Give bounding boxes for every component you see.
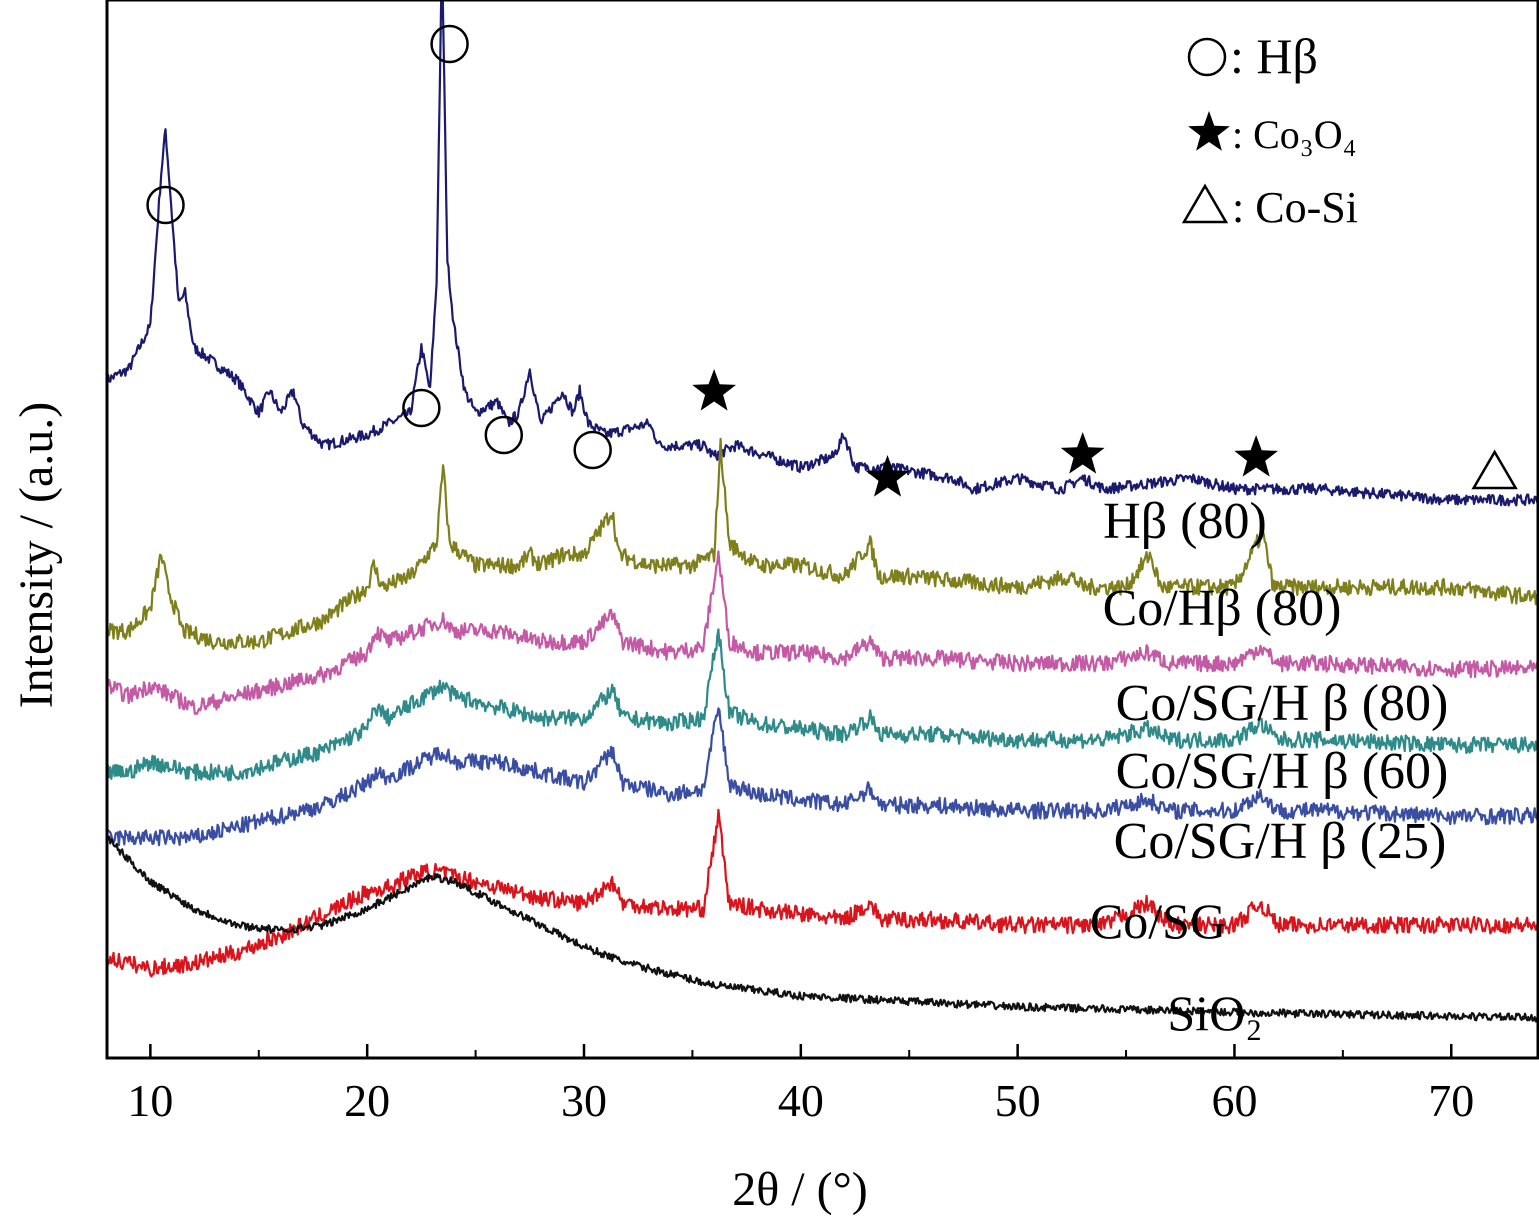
peak-marker-triangle-icon xyxy=(1471,449,1518,490)
x-tick-label: 70 xyxy=(1428,1075,1474,1126)
peak-marker-star-icon xyxy=(1234,435,1278,477)
peak-marker-circle-icon xyxy=(146,185,185,225)
x-tick-label: 10 xyxy=(127,1075,173,1126)
series-line-5 xyxy=(105,808,1539,978)
x-tick-label: 60 xyxy=(1211,1075,1257,1126)
peak-marker-circle-icon xyxy=(402,388,441,428)
x-axis: 10 20 30 40 50 60 70 xyxy=(127,1044,1474,1126)
y-axis-label: Intensity / (a.u.) xyxy=(10,402,63,709)
curve-label-2: Co/SG/H β (80) xyxy=(1116,675,1449,732)
peak-marker-layer xyxy=(146,24,1518,497)
legend-star-icon xyxy=(1188,111,1230,151)
series-layer xyxy=(105,0,1539,1023)
legend-label-cosi: : Co-Si xyxy=(1232,183,1358,232)
curve-label-1: Co/Hβ (80) xyxy=(1103,580,1342,637)
curve-label-4: Co/SG/H β (25) xyxy=(1114,813,1447,870)
x-axis-label: 2θ / (°) xyxy=(732,1163,868,1216)
x-tick-label: 20 xyxy=(344,1075,390,1126)
series-line-4 xyxy=(105,707,1539,847)
curve-label-5: Co/SG xyxy=(1090,893,1226,949)
x-tick-label: 30 xyxy=(561,1075,607,1126)
curve-label-layer: Hβ (80) Co/Hβ (80) Co/SG/H β (80) Co/SG/H β… xyxy=(1090,493,1448,1041)
peak-marker-star-icon xyxy=(692,369,736,411)
curve-label-0: Hβ (80) xyxy=(1103,493,1267,550)
series-line-1 xyxy=(105,437,1539,651)
peak-marker-star-icon xyxy=(865,455,910,497)
peak-marker-circle-icon xyxy=(430,24,469,64)
peak-marker-circle-icon xyxy=(573,430,612,470)
legend-circle-icon xyxy=(1187,37,1227,77)
curve-label-6: SiO₂ xyxy=(1167,985,1262,1041)
legend-label-co3o4: : Co₃O₄ xyxy=(1232,112,1357,157)
x-tick-label: 40 xyxy=(778,1075,824,1126)
x-tick-label: 50 xyxy=(995,1075,1041,1126)
curve-label-3: Co/SG/H β (60) xyxy=(1116,743,1449,800)
legend: : Hβ : Co₃O₄ : Co-Si xyxy=(1181,28,1358,232)
peak-marker-star-icon xyxy=(1060,432,1105,474)
series-line-0 xyxy=(105,0,1539,507)
plot-frame xyxy=(105,0,1539,1060)
series-line-2 xyxy=(105,550,1539,715)
series-line-6 xyxy=(106,835,1539,1023)
series-line-3 xyxy=(106,628,1539,782)
peak-marker-circle-icon xyxy=(484,415,524,455)
legend-label-hbeta: : Hβ xyxy=(1230,28,1318,84)
legend-triangle-icon xyxy=(1181,183,1229,224)
